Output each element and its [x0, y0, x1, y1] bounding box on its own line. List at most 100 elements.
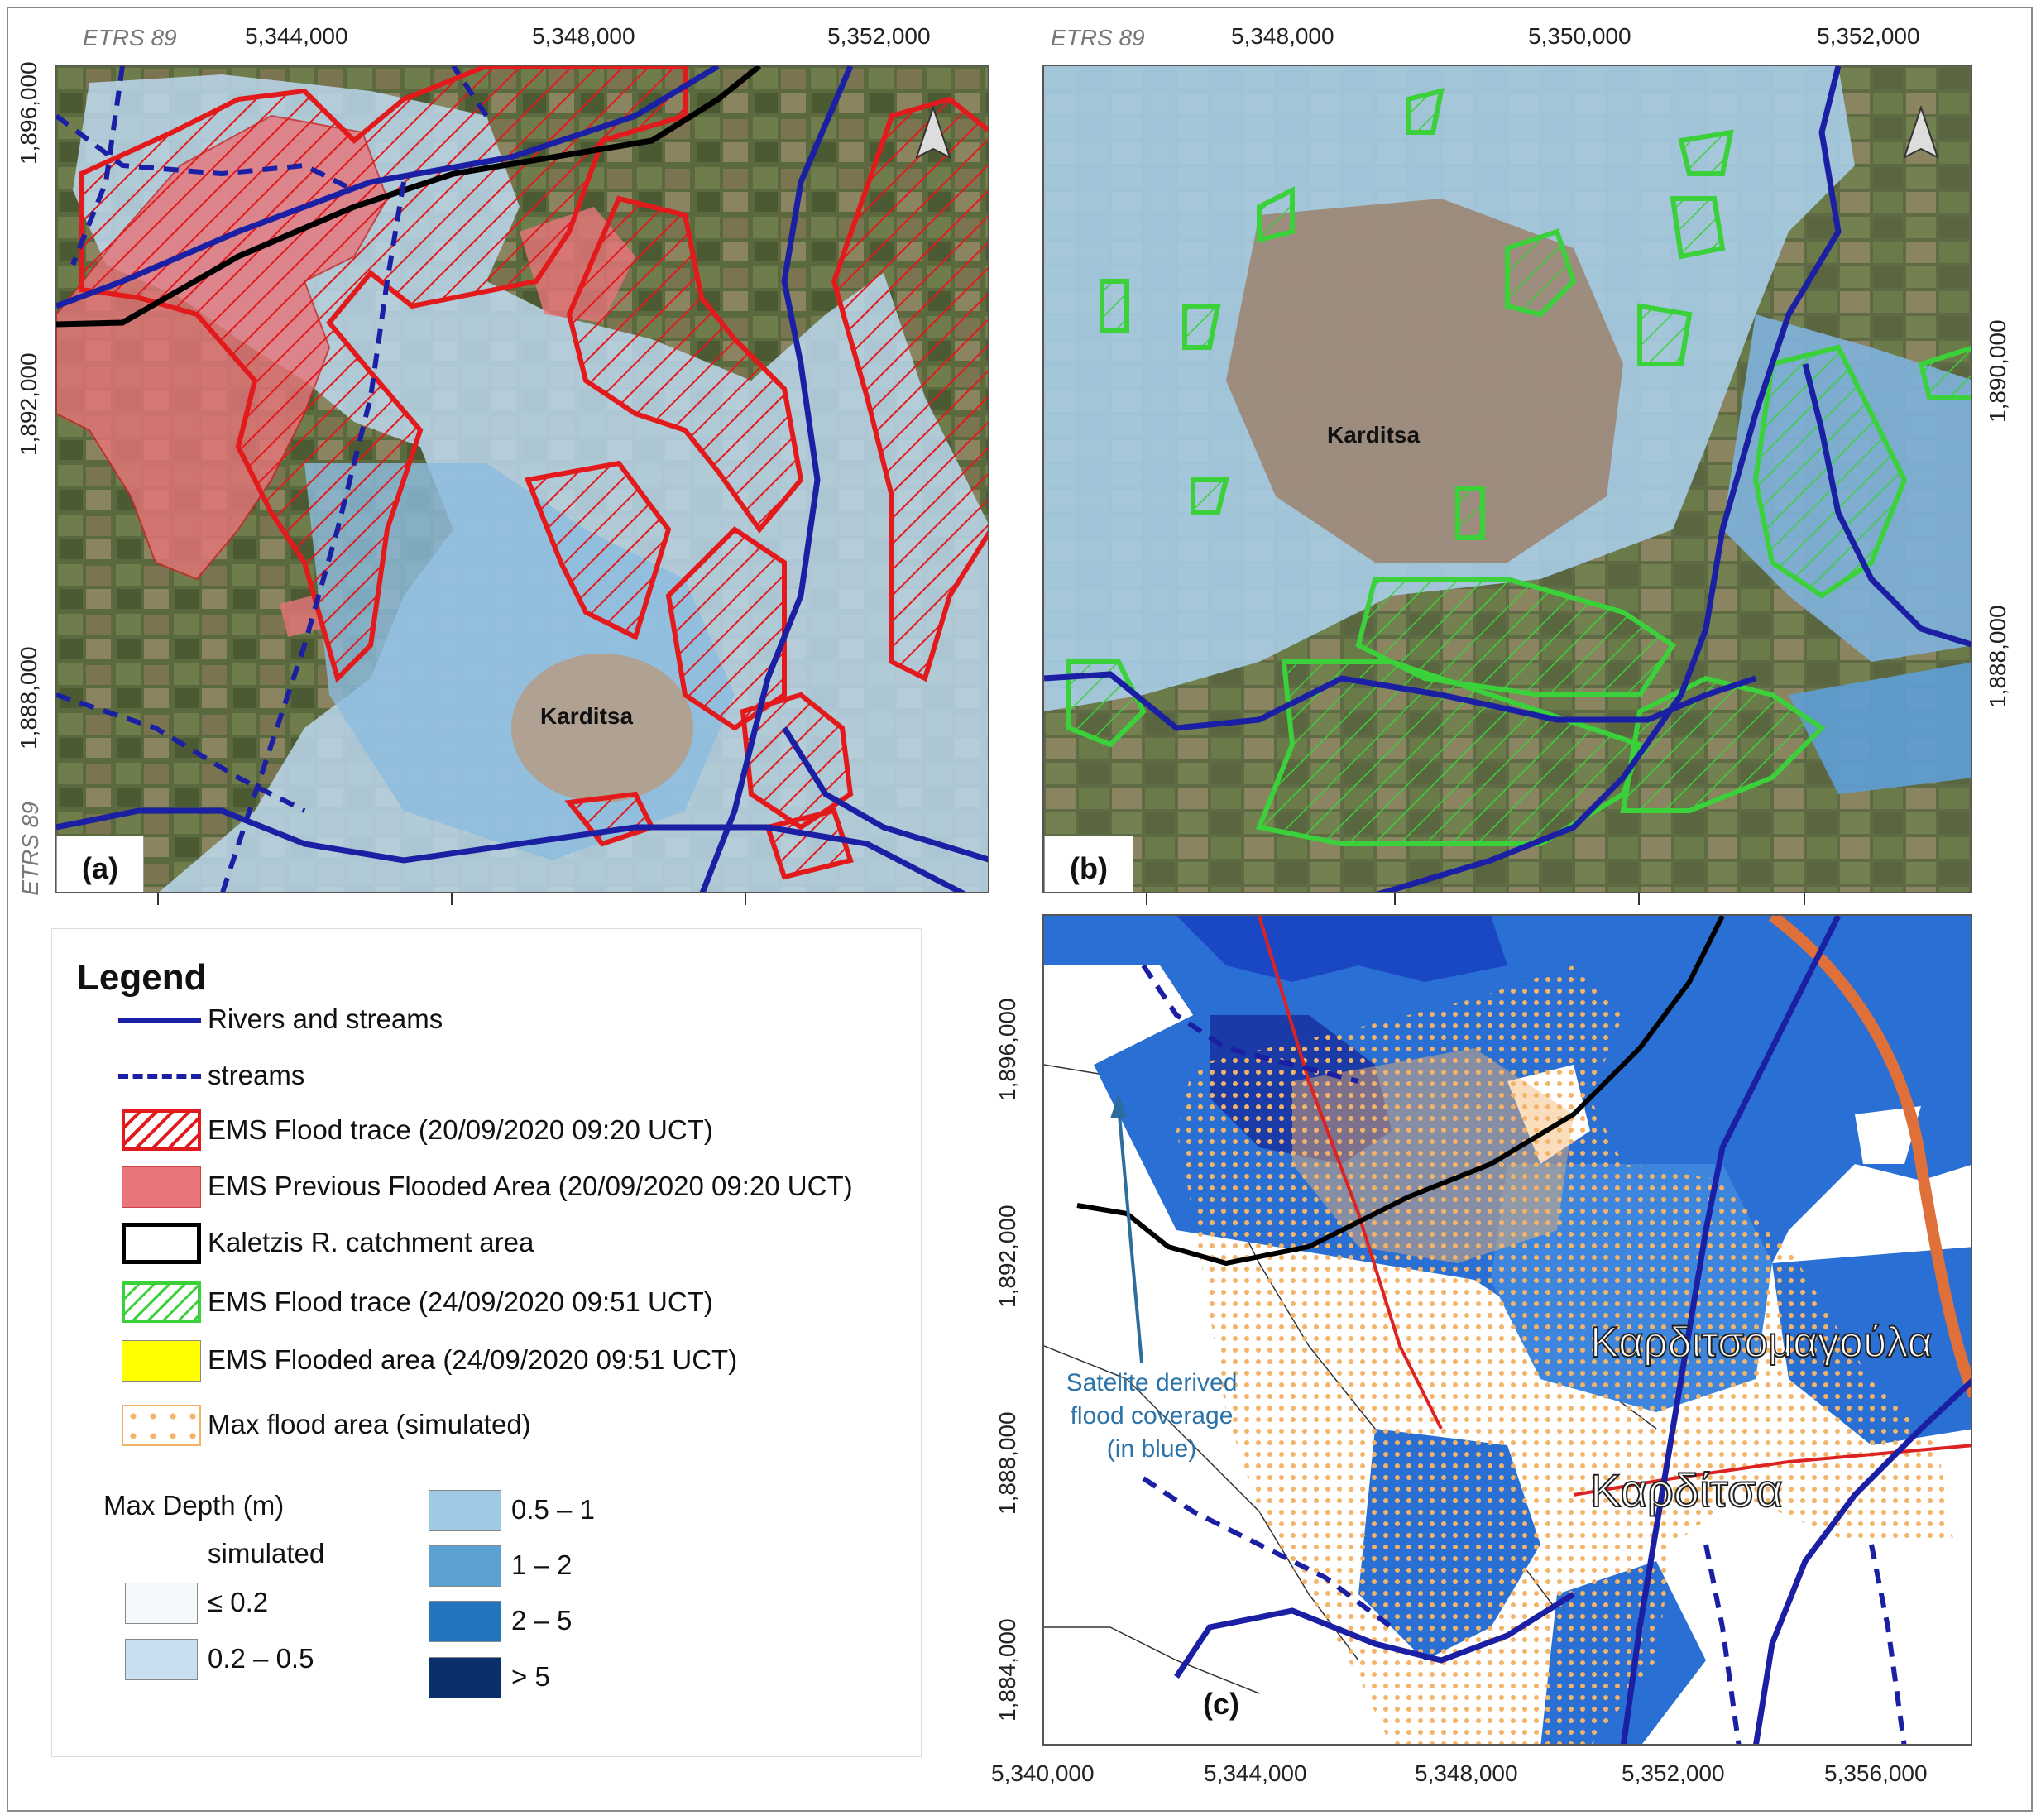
river-b-1	[1044, 671, 1757, 731]
ems-flood-trace-green-11	[1257, 186, 1295, 243]
y-tick-b-1: 1,890,000	[1985, 319, 2010, 423]
ems-flood-trace-4	[665, 526, 787, 731]
road-red-2	[1573, 1444, 1971, 1497]
legend-label-rivers: Rivers and streams	[208, 1003, 443, 1034]
legend-swatch-ems-trace-green	[122, 1281, 201, 1323]
stream-a-1	[56, 113, 356, 193]
legend-swatch-rivers	[118, 1018, 201, 1023]
stream-c-2	[1142, 1476, 1393, 1630]
legend-depth-label-1: ≤ 0.2	[208, 1587, 269, 1617]
legend-label-ems-trace-red: EMS Flood trace (20/09/2020 09:20 UCT)	[208, 1114, 713, 1145]
legend-label-ems-flooded: EMS Flooded area (24/09/2020 09:51 UCT)	[208, 1344, 738, 1375]
tick-marks-a-bottom-2	[451, 893, 453, 905]
map-panel-b[interactable]: Karditsa (b)	[1042, 65, 1972, 893]
ems-flood-trace-3	[524, 460, 672, 641]
legend-swatch-max-flood	[122, 1405, 201, 1446]
map-c-graphic	[1044, 916, 1971, 1744]
tick-marks-b-bottom-3	[1638, 893, 1640, 905]
y-tick-c-1: 1,896,000	[994, 998, 1020, 1101]
panel-label-c: (c)	[1203, 1687, 1239, 1721]
stream-a-3	[220, 181, 406, 892]
x-tick-b-2: 5,350,000	[1528, 23, 1631, 49]
map-b-graphic	[1044, 66, 1971, 892]
map-gap-1	[1044, 965, 1193, 1065]
map-a-graphic	[56, 66, 988, 892]
panel-label-a: (a)	[56, 836, 144, 892]
stream-c-4	[1869, 1544, 1907, 1744]
crs-label-a-top: ETRS 89	[83, 25, 177, 50]
ems-flood-trace-green-10	[1406, 87, 1445, 135]
y-tick-b-2: 1,888,000	[1985, 605, 2010, 708]
legend-swatch-catchment	[122, 1223, 201, 1264]
tick-marks-a-bottom-3	[745, 893, 746, 905]
map-text-karditsomagoula: Καρδιτσομαγούλα	[1589, 1318, 1933, 1367]
legend-depth-title: Max Depth (m)	[103, 1490, 285, 1521]
legend-depth-label-5: 2 – 5	[511, 1605, 573, 1636]
panel-label-b: (b)	[1044, 836, 1133, 892]
flood-extent-dark-b	[1789, 662, 1971, 794]
annotation-arrow-head-icon	[1110, 1094, 1127, 1118]
north-arrow-icon-b	[1903, 104, 1939, 159]
town-label-karditsa-b: Karditsa	[1327, 422, 1421, 448]
y-tick-a-3: 1,888,000	[16, 646, 41, 750]
legend-depth-subtitle: simulated	[208, 1538, 325, 1569]
road-red-1	[1258, 916, 1443, 1430]
ems-flood-trace-green-7	[1637, 303, 1693, 366]
legend-box: Legend Rivers and streams streams EMS Fl…	[51, 928, 922, 1757]
x-tick-c-2: 5,344,000	[1204, 1760, 1307, 1786]
stream-a-4	[56, 692, 306, 813]
highway-orange	[1768, 916, 1971, 1398]
river-a-3	[56, 807, 966, 892]
x-tick-a-1: 5,344,000	[245, 23, 348, 49]
ems-flood-trace-green-6	[1505, 228, 1577, 318]
legend-label-ems-previous: EMS Previous Flooded Area (20/09/2020 09…	[208, 1171, 853, 1201]
x-tick-a-3: 5,352,000	[827, 23, 931, 49]
x-tick-c-1: 5,340,000	[991, 1760, 1095, 1786]
satellite-annotation: Satelite derived flood coverage (in blue…	[1066, 1369, 1238, 1463]
stream-c-3	[1703, 1544, 1742, 1744]
x-tick-c-5: 5,356,000	[1824, 1760, 1928, 1786]
ems-flood-trace-green-13	[1182, 304, 1221, 350]
x-tick-a-2: 5,348,000	[532, 23, 635, 49]
ems-flood-trace-green-9	[1678, 129, 1734, 176]
legend-depth-label-6: > 5	[511, 1661, 550, 1692]
ems-flood-trace-green-16	[1918, 346, 1971, 400]
river-b-2	[1376, 66, 1842, 892]
x-tick-b-3: 5,352,000	[1817, 23, 1920, 49]
river-c-1	[1621, 916, 1842, 1744]
ems-flood-trace-2	[566, 195, 804, 534]
map-panel-a[interactable]: Karditsa (a)	[55, 65, 989, 893]
legend-depth-swatch-6	[429, 1657, 501, 1698]
y-tick-c-2: 1,892,000	[994, 1205, 1020, 1308]
river-c-2	[1174, 1592, 1575, 1679]
legend-depth-label-4: 1 – 2	[511, 1549, 573, 1580]
y-tick-a-1: 1,896,000	[16, 61, 41, 165]
figure-frame	[7, 7, 2033, 1812]
legend-swatch-streams	[118, 1074, 201, 1079]
legend-depth-swatch-3	[429, 1490, 501, 1531]
kaletzis-catchment-boundary-c	[1076, 916, 1725, 1267]
map-panel-c[interactable]: Satelite derived flood coverage (in blue…	[1042, 914, 1972, 1746]
max-flood-simulated-core	[1292, 1048, 1574, 1263]
legend-depth-swatch-2	[125, 1639, 198, 1680]
legend-depth-swatch-5	[429, 1601, 501, 1642]
x-tick-b-1: 5,348,000	[1231, 23, 1334, 49]
ems-flood-trace-green-12	[1100, 279, 1129, 333]
north-arrow-icon	[915, 104, 951, 159]
ems-flood-trace-green-14	[1191, 477, 1229, 515]
legend-swatch-ems-trace-red	[122, 1109, 201, 1151]
y-tick-c-4: 1,884,000	[994, 1618, 1020, 1722]
tick-marks-b-bottom-1	[1146, 893, 1147, 905]
legend-label-ems-trace-green: EMS Flood trace (24/09/2020 09:51 UCT)	[208, 1286, 713, 1317]
river-a-4	[782, 726, 988, 863]
crs-label-a-side: ETRS 89	[17, 802, 43, 896]
river-a-1	[56, 66, 720, 309]
crs-label-b-top: ETRS 89	[1051, 25, 1145, 50]
tick-marks-a-bottom	[157, 893, 159, 905]
satellite-flood-dark-1	[1176, 916, 1507, 982]
legend-swatch-ems-previous	[122, 1166, 201, 1208]
legend-label-streams: streams	[208, 1060, 305, 1090]
map-gap-3	[1855, 1106, 1921, 1164]
ems-flood-trace-green-15	[1455, 486, 1485, 540]
legend-title: Legend	[77, 957, 207, 998]
